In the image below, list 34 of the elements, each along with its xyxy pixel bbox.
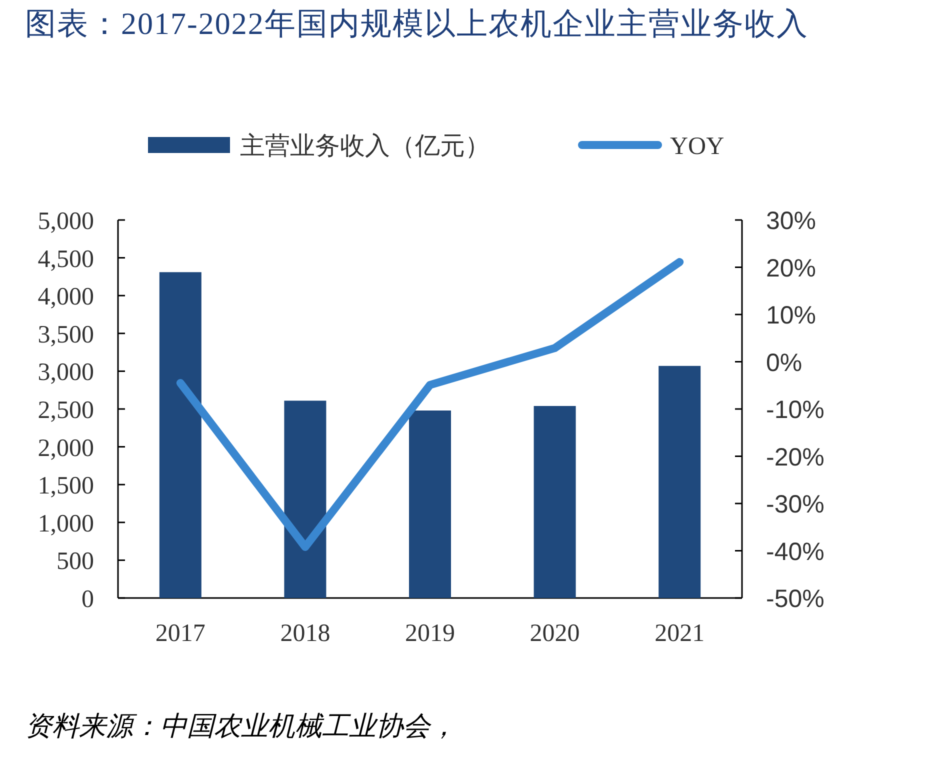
y-tick-label: 3,000 (38, 359, 94, 386)
y-tick-label: 2,000 (38, 434, 94, 462)
bar (658, 366, 701, 598)
text: 资料来源：中国农业机械工业协会， (25, 710, 457, 743)
y2-tick-label: 0% (766, 348, 802, 377)
y-tick-label: 3,500 (38, 321, 94, 348)
y2-tick-label: 10% (766, 302, 816, 330)
x-tick-label: 2021 (654, 620, 705, 647)
x-tick-label: 2017 (155, 620, 206, 647)
y2-tick-label: 20% (766, 254, 816, 282)
legend-label: 主营业务收入（亿元） (240, 132, 490, 160)
y-tick-label: 4,500 (38, 246, 94, 273)
x-tick-label: 2019 (405, 620, 455, 647)
y2-tick-label: -40% (766, 538, 824, 566)
y2-tick-label: -30% (766, 490, 824, 518)
legend-label: YOY (670, 133, 724, 160)
y-tick-label: 500 (56, 548, 94, 576)
y-tick-label: 1,000 (38, 510, 94, 538)
bar (534, 406, 576, 598)
y-tick-label: 2,500 (38, 397, 94, 424)
bar (409, 410, 451, 598)
bar (159, 272, 202, 598)
y-tick-label: 5,000 (38, 208, 94, 235)
y-tick-label: 4,000 (38, 284, 94, 311)
y-tick-label: 0 (82, 586, 94, 613)
y2-tick-label: -50% (766, 585, 824, 613)
y-tick-label: 1,500 (38, 472, 94, 500)
x-tick-label: 2020 (530, 620, 580, 647)
bar (284, 400, 326, 598)
y2-tick-label: -20% (766, 443, 824, 472)
y2-tick-label: 30% (766, 207, 816, 235)
chart-title: 图表：2017-2022年国内规模以上农机企业主营业务收入 (25, 5, 810, 43)
x-tick-label: 2018 (280, 620, 330, 647)
y2-tick-label: -10% (766, 396, 824, 424)
